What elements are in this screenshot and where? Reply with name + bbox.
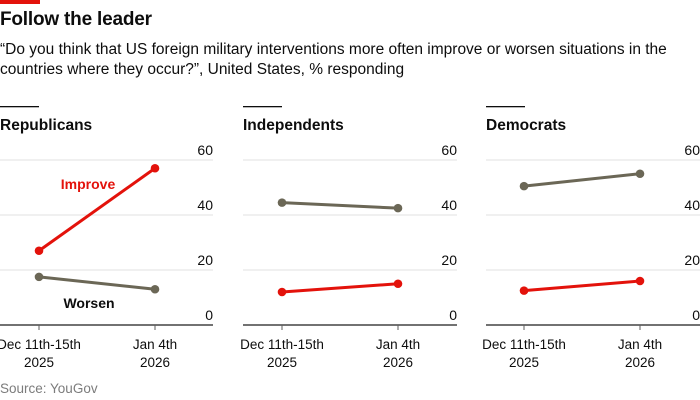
republicans-panel-rule <box>0 106 39 108</box>
chart-subtitle: “Do you think that US foreign military i… <box>0 41 667 78</box>
improve-series-label: Improve <box>61 176 116 192</box>
democrats-x-tick-label: 2025 <box>509 355 539 370</box>
republicans-worsen-point <box>34 272 44 282</box>
independents-y-tick-label: 60 <box>441 142 457 158</box>
independents-improve-point <box>277 287 287 297</box>
republicans-worsen-line <box>38 275 156 291</box>
democrats-y-tick-label: 60 <box>684 142 700 158</box>
independents-x-tick-label: 2025 <box>267 355 297 370</box>
democrats-y-tick-label: 40 <box>684 197 700 213</box>
republicans-y-tick-label: 40 <box>197 197 213 213</box>
independents-improve-line <box>281 282 399 294</box>
republicans-x-tick-label: Dec 11th-15th <box>0 337 81 352</box>
democrats-panel-rule <box>486 106 525 108</box>
independents-x-tick-label: 2026 <box>383 355 413 370</box>
independents-improve-point <box>393 279 403 289</box>
republicans-panel-title: Republicans <box>0 117 92 134</box>
democrats-improve-point <box>519 286 529 295</box>
independents-y-tick-label: 40 <box>441 197 457 213</box>
chart-title: Follow the leader <box>0 9 152 30</box>
independents-y-tick-label: 20 <box>441 252 457 268</box>
republicans-improve-line <box>38 167 156 252</box>
independents-panel-title: Independents <box>243 117 344 134</box>
independents-worsen-line <box>281 201 399 210</box>
independents-x-tick-label: Jan 4th <box>376 337 420 352</box>
accent-bar <box>0 0 40 4</box>
independents-y-tick-label: 0 <box>449 307 457 323</box>
independents-worsen-point <box>393 203 403 213</box>
democrats-improve-point <box>635 276 645 286</box>
democrats-x-tick-label: Jan 4th <box>618 337 662 352</box>
independents-x-tick-label: Dec 11th-15th <box>240 337 324 352</box>
republicans-y-tick-label: 0 <box>205 307 213 323</box>
republicans-y-tick-label: 60 <box>197 142 213 158</box>
democrats-x-tick-label: 2026 <box>625 355 655 370</box>
democrats-worsen-point <box>519 181 529 191</box>
independents-panel-rule <box>243 106 282 108</box>
independents-worsen-point <box>277 198 287 207</box>
source-note: Source: YouGov <box>0 381 98 396</box>
republicans-x-tick-label: 2026 <box>140 355 170 370</box>
republicans-y-tick-label: 20 <box>197 252 213 268</box>
democrats-y-tick-label: 0 <box>692 307 700 323</box>
democrats-x-tick-label: Dec 11th-15th <box>482 337 566 352</box>
democrats-worsen-line <box>523 172 641 188</box>
republicans-improve-point <box>34 246 44 256</box>
democrats-y-tick-label: 20 <box>684 252 700 268</box>
democrats-panel-title: Democrats <box>486 117 566 134</box>
democrats-worsen-point <box>635 169 645 179</box>
republicans-x-tick-label: Jan 4th <box>133 337 177 352</box>
republicans-worsen-point <box>150 284 160 294</box>
republicans-x-tick-label: 2025 <box>24 355 54 370</box>
democrats-improve-line <box>523 279 641 293</box>
worsen-series-label: Worsen <box>63 295 114 311</box>
republicans-improve-point <box>150 163 160 173</box>
